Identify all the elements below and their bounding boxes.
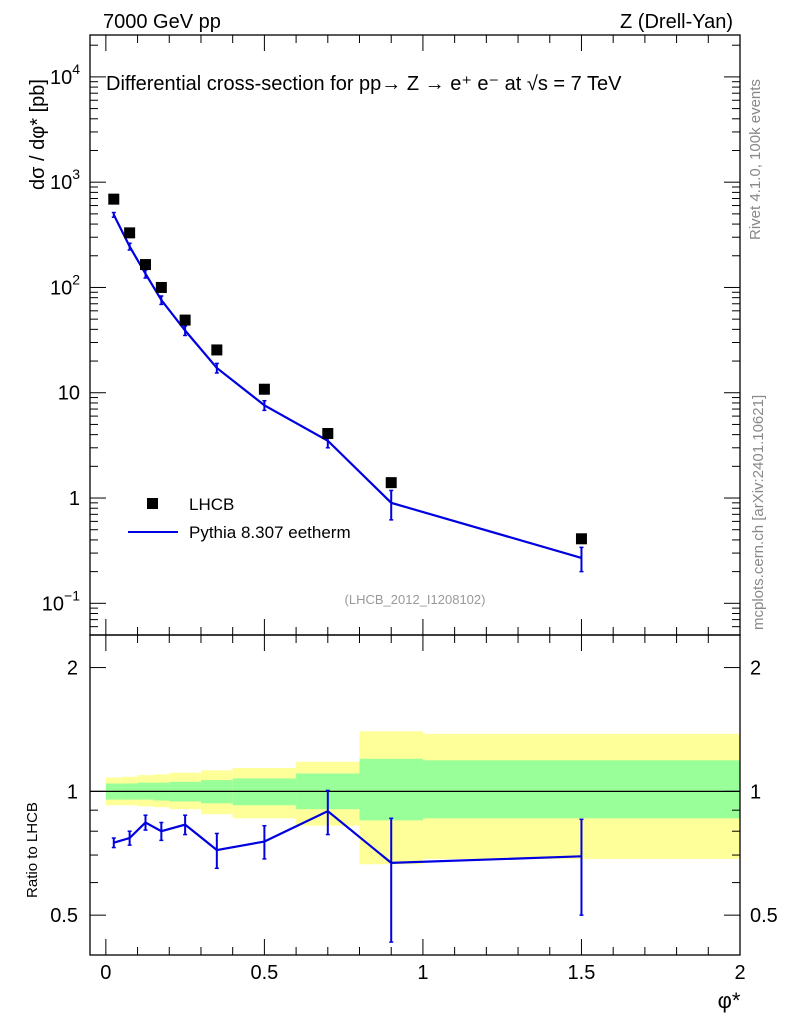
y-tick-label-exponent: −1 — [64, 587, 80, 603]
x-axis-label: φ* — [718, 988, 741, 1013]
ratio-y-tick-label: 1 — [67, 781, 78, 803]
data-point-lhcb — [575, 533, 587, 545]
mc-line — [112, 214, 582, 559]
uncertainty-band-inner — [422, 760, 740, 819]
data-point-lhcb — [322, 428, 334, 440]
ratio-y-tick-label-right: 2 — [750, 658, 761, 680]
x-tick-label: 1.5 — [568, 962, 596, 984]
y-tick-label: 10−1 — [42, 587, 80, 615]
main-ylabel: dσ / dφ* [pb] — [27, 79, 49, 190]
x-tick-label: 0 — [100, 962, 111, 984]
data-point-lhcb — [211, 344, 223, 356]
data-point-lhcb — [179, 314, 191, 326]
y-tick-label: 104 — [50, 61, 80, 89]
y-tick-label-base: 1 — [69, 488, 80, 510]
y-tick-label-base: 10 — [50, 172, 72, 194]
ratio-y-tick-label: 2 — [67, 658, 78, 680]
rivet-label: Rivet 4.1.0, 100k events — [747, 79, 764, 240]
y-tick-label: 10 — [58, 383, 80, 405]
ratio-frame — [89, 634, 741, 956]
main-panel: Differential cross-section for pp→ Z → e… — [27, 34, 741, 636]
x-tick-label: 2 — [734, 962, 745, 984]
header-right: Z (Drell-Yan) — [620, 11, 733, 33]
legend-label-pythia: Pythia 8.307 eetherm — [189, 523, 351, 542]
y-tick-label: 103 — [50, 166, 80, 194]
legend: LHCB Pythia 8.307 eetherm — [128, 495, 351, 542]
data-point-lhcb — [124, 227, 136, 239]
ratio-y-tick-label: 0.5 — [50, 905, 78, 927]
y-tick-label-base: 10 — [58, 383, 80, 405]
x-tick-label: 1 — [417, 962, 428, 984]
legend-marker-lhcb — [147, 498, 158, 509]
x-axis-label-phi: φ* — [718, 988, 741, 1013]
y-tick-label-base: 10 — [50, 67, 72, 89]
x-tick-label: 0.5 — [250, 962, 278, 984]
uncertainty-band-inner — [359, 758, 423, 821]
main-title: Differential cross-section for pp→ Z → e… — [106, 73, 622, 95]
ratio-y-tick-label-right: 1 — [750, 781, 761, 803]
data-point-lhcb — [139, 259, 151, 271]
data-point-lhcb — [258, 383, 270, 395]
legend-label-lhcb: LHCB — [189, 495, 234, 514]
y-tick-label-exponent: 3 — [72, 166, 80, 182]
data-point-lhcb — [108, 193, 120, 205]
y-tick-label: 102 — [50, 271, 80, 299]
header-left: 7000 GeV pp — [103, 11, 221, 33]
y-tick-label-base: 10 — [50, 277, 72, 299]
ratio-ylabel: Ratio to LHCB — [24, 802, 41, 898]
data-point-lhcb — [385, 477, 397, 489]
mcplots-label: mcplots.cern.ch [arXiv:2401.10621] — [750, 395, 767, 630]
data-point-lhcb — [155, 281, 167, 293]
y-tick-label-exponent: 2 — [72, 271, 80, 287]
ratio-y-tick-label-right: 0.5 — [750, 905, 778, 927]
ratio-line — [113, 809, 582, 864]
y-tick-label-exponent: 4 — [72, 61, 80, 77]
analysis-watermark: (LHCB_2012_I1208102) — [345, 592, 486, 607]
y-tick-label-base: 10 — [42, 593, 64, 615]
ratio-panel: Ratio to LHCB 0.5 0.5 1 1 2 2 0 0.5 1 1.5 2 φ* — [24, 634, 778, 1013]
y-tick-label: 1 — [69, 488, 80, 510]
